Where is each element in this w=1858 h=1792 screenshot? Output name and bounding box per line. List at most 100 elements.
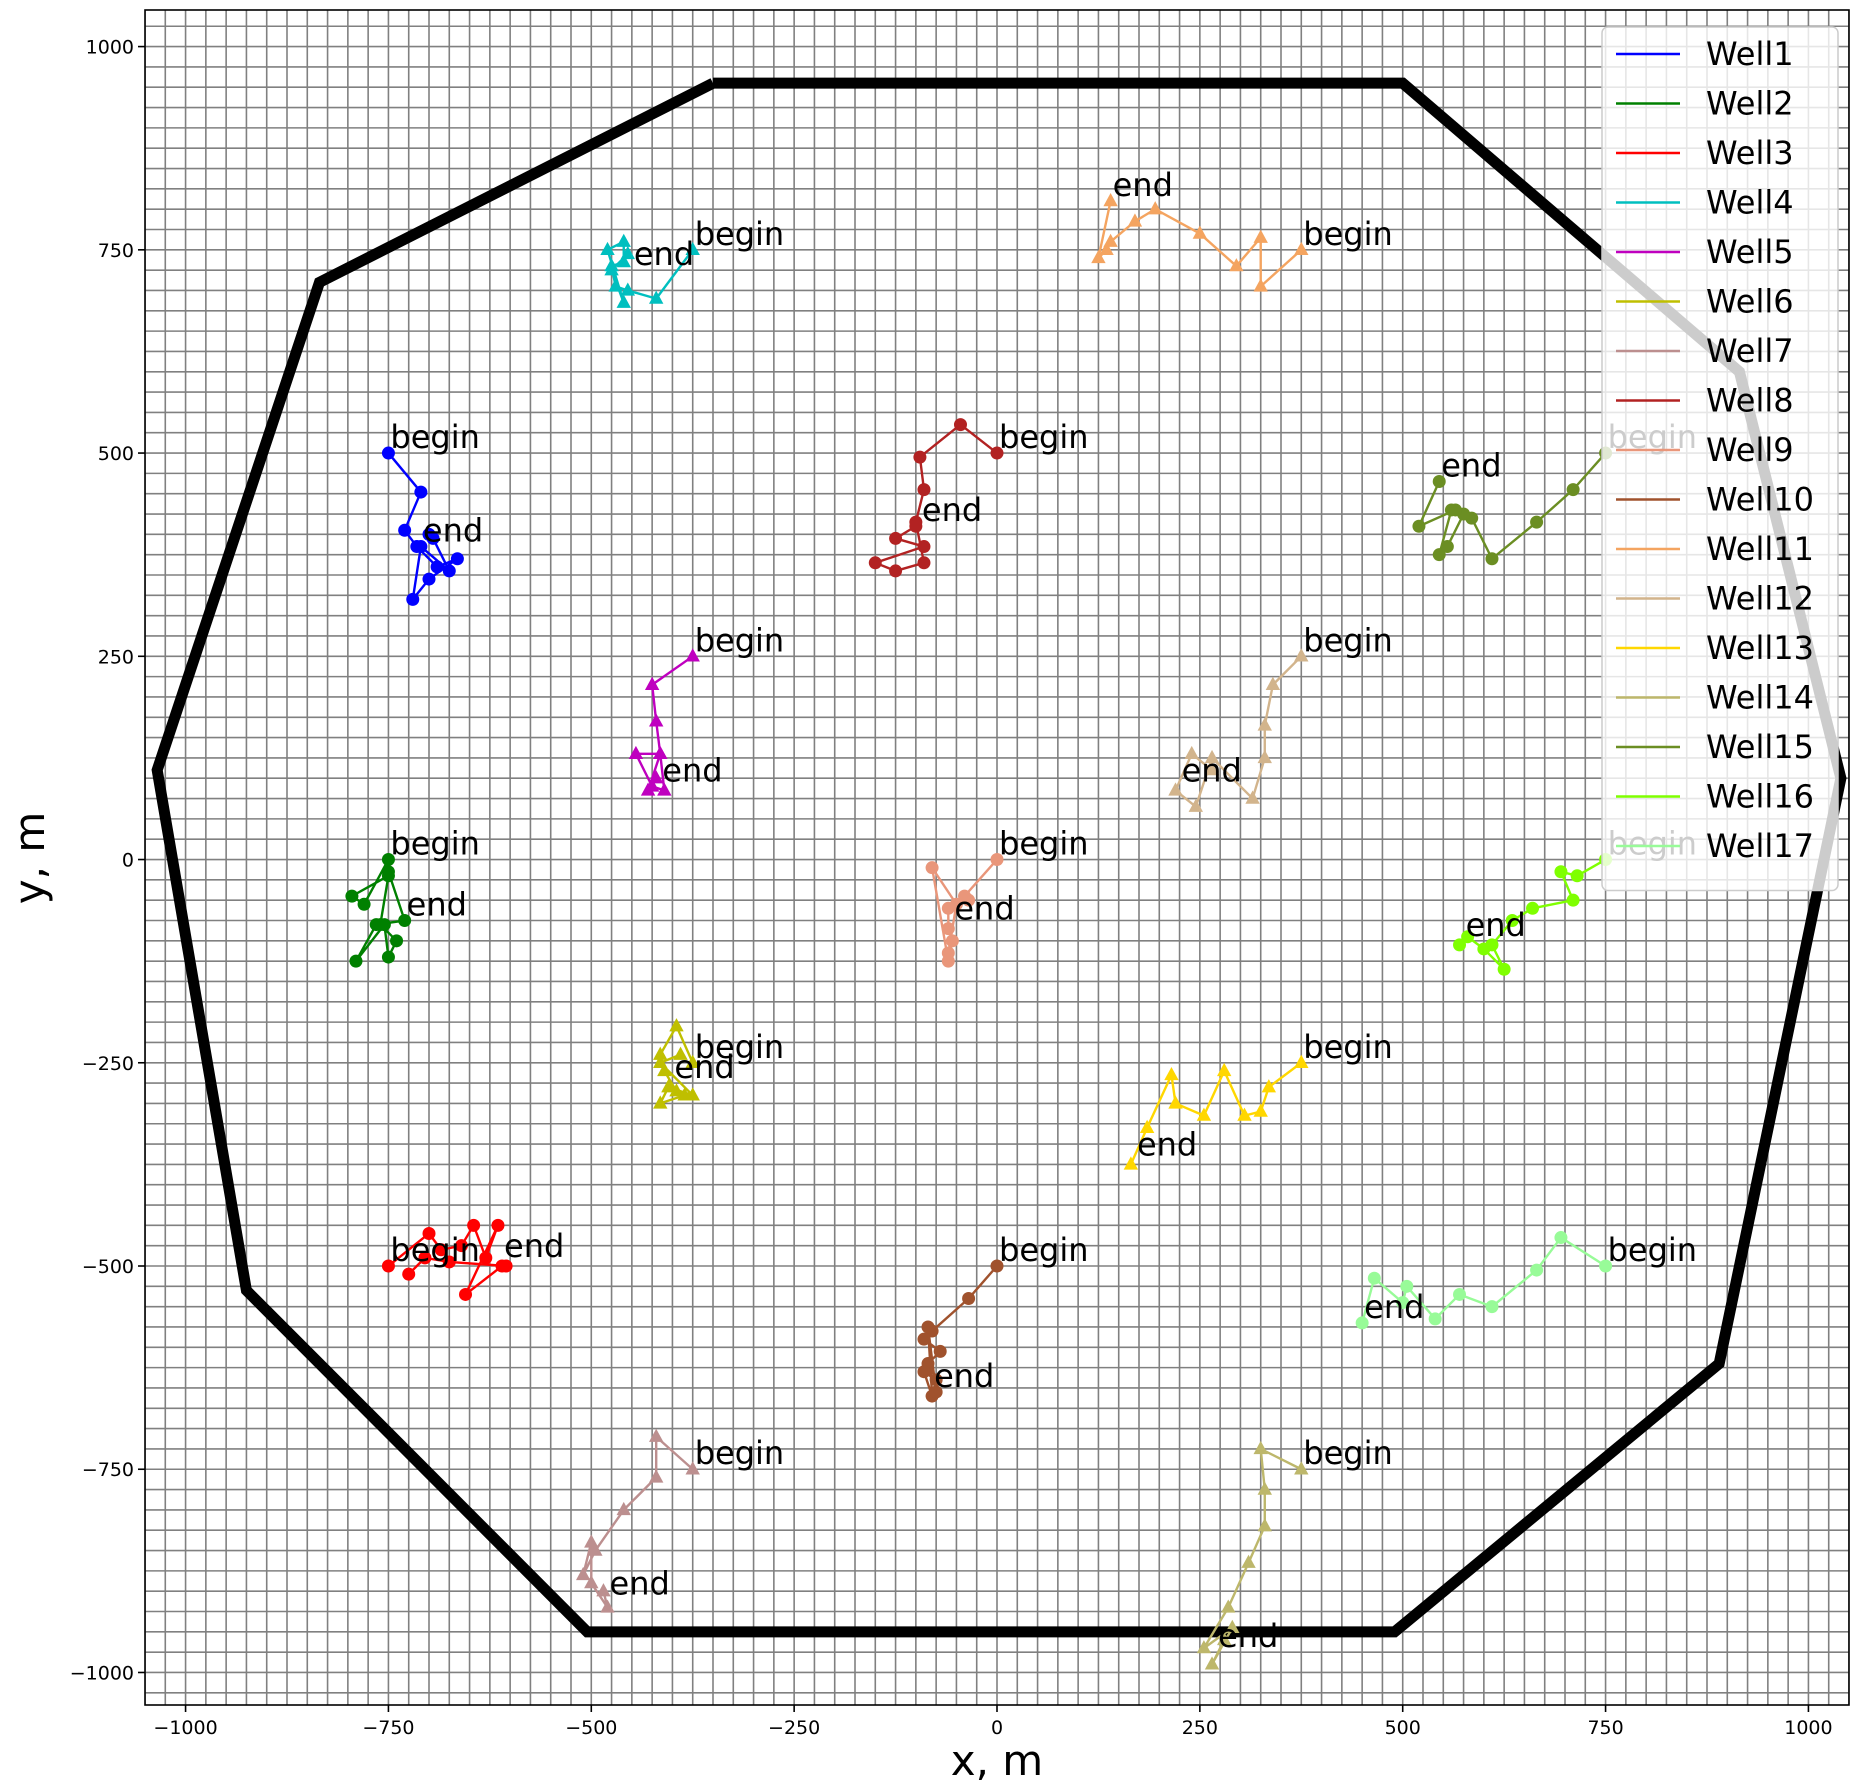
data-point xyxy=(422,572,436,586)
data-point xyxy=(454,1239,468,1253)
data-point xyxy=(685,648,700,662)
data-point xyxy=(1261,1079,1277,1093)
data-point xyxy=(1221,1599,1236,1613)
begin-label: begin xyxy=(1303,215,1392,253)
data-point xyxy=(1570,869,1584,883)
data-point xyxy=(584,1534,599,1548)
data-point xyxy=(1294,648,1309,662)
data-point xyxy=(491,1218,505,1232)
legend-entry-well17: Well17 xyxy=(1616,827,1814,865)
data-point xyxy=(1485,1300,1499,1314)
data-point xyxy=(1192,225,1208,239)
data-point xyxy=(1396,1296,1410,1310)
data-point xyxy=(1400,1279,1414,1293)
data-point xyxy=(1257,717,1272,731)
data-point xyxy=(685,1461,700,1475)
data-point xyxy=(381,1259,395,1273)
y-tick-label: −750 xyxy=(82,1459,134,1481)
data-point xyxy=(685,1087,700,1101)
data-point xyxy=(1530,515,1544,529)
begin-label: begin xyxy=(999,825,1088,863)
legend-label: Well7 xyxy=(1706,332,1794,370)
data-point xyxy=(889,531,903,545)
data-point xyxy=(345,889,359,903)
data-point xyxy=(1196,1107,1212,1121)
legend-label: Well10 xyxy=(1706,481,1814,519)
data-point xyxy=(917,1332,931,1346)
data-point xyxy=(1229,258,1244,272)
end-label: end xyxy=(634,235,694,273)
x-tick-label: 0 xyxy=(991,1717,1003,1739)
data-point xyxy=(1554,1231,1568,1245)
data-point xyxy=(430,560,444,574)
begin-label: begin xyxy=(695,1028,784,1066)
series-line xyxy=(1174,655,1303,808)
data-point xyxy=(434,1243,448,1257)
data-point xyxy=(1103,193,1118,207)
end-label: end xyxy=(1218,1617,1278,1655)
data-point xyxy=(685,1054,700,1068)
legend: Well1 Well2 Well3 Well4 Well5 Well6 Well7 Well8… xyxy=(1601,26,1839,892)
series-well10 xyxy=(917,1259,1004,1403)
data-point xyxy=(649,713,664,727)
legend-label: Well5 xyxy=(1706,233,1794,271)
data-point xyxy=(1566,893,1580,907)
series-well8 xyxy=(868,418,1004,578)
series-well13 xyxy=(1123,1054,1309,1170)
data-point xyxy=(357,897,371,911)
legend-label: Well11 xyxy=(1706,530,1814,568)
series-well2 xyxy=(345,853,412,968)
x-tick-label: 1000 xyxy=(1784,1717,1832,1739)
data-point xyxy=(1554,865,1568,879)
data-point xyxy=(909,519,923,533)
legend-label: Well6 xyxy=(1706,283,1794,321)
legend-entry-well12: Well12 xyxy=(1616,580,1814,618)
legend-label: Well12 xyxy=(1706,580,1814,618)
data-point xyxy=(649,770,664,784)
end-label: end xyxy=(922,491,982,529)
legend-entry-well4: Well4 xyxy=(1616,184,1794,222)
data-point xyxy=(596,1583,611,1597)
legend-entry-well11: Well11 xyxy=(1616,530,1814,568)
data-point xyxy=(1245,790,1260,804)
data-point xyxy=(398,523,412,537)
end-label: end xyxy=(1466,906,1526,944)
series-well9 xyxy=(925,853,1004,968)
begin-label: begin xyxy=(1608,1231,1697,1269)
legend-label: Well15 xyxy=(1706,728,1814,766)
data-point xyxy=(349,954,363,968)
end-label: end xyxy=(954,890,1014,928)
data-point xyxy=(945,934,959,948)
data-point xyxy=(1355,1316,1369,1330)
data-point xyxy=(644,676,660,690)
data-point xyxy=(949,897,963,911)
legend-entry-well2: Well2 xyxy=(1616,85,1794,123)
data-point xyxy=(1253,1440,1268,1455)
series-layer xyxy=(345,193,1613,1670)
data-point xyxy=(990,446,1004,460)
x-tick-label: −250 xyxy=(768,1717,820,1739)
data-point xyxy=(381,865,395,879)
x-tick-label: 750 xyxy=(1587,1717,1623,1739)
y-tick-label: 250 xyxy=(98,646,134,668)
data-point xyxy=(1204,749,1220,764)
y-tick-label: 0 xyxy=(122,850,134,872)
data-point xyxy=(620,282,635,296)
data-point xyxy=(1168,782,1183,796)
data-point xyxy=(1461,930,1475,944)
data-point xyxy=(600,1599,615,1613)
end-label: end xyxy=(423,512,483,550)
data-point xyxy=(1237,1107,1252,1121)
data-point xyxy=(649,1469,664,1483)
data-point xyxy=(1091,249,1106,264)
series-well7 xyxy=(575,1428,700,1613)
legend-label: Well3 xyxy=(1706,134,1794,172)
legend-entry-well9: Well9 xyxy=(1616,431,1794,469)
data-point xyxy=(1196,1640,1212,1654)
data-point xyxy=(669,1083,684,1097)
data-point xyxy=(649,1428,664,1442)
data-point xyxy=(653,745,668,760)
end-label: end xyxy=(1182,751,1242,789)
legend-entry-well10: Well10 xyxy=(1616,481,1814,519)
data-point xyxy=(1477,942,1491,956)
